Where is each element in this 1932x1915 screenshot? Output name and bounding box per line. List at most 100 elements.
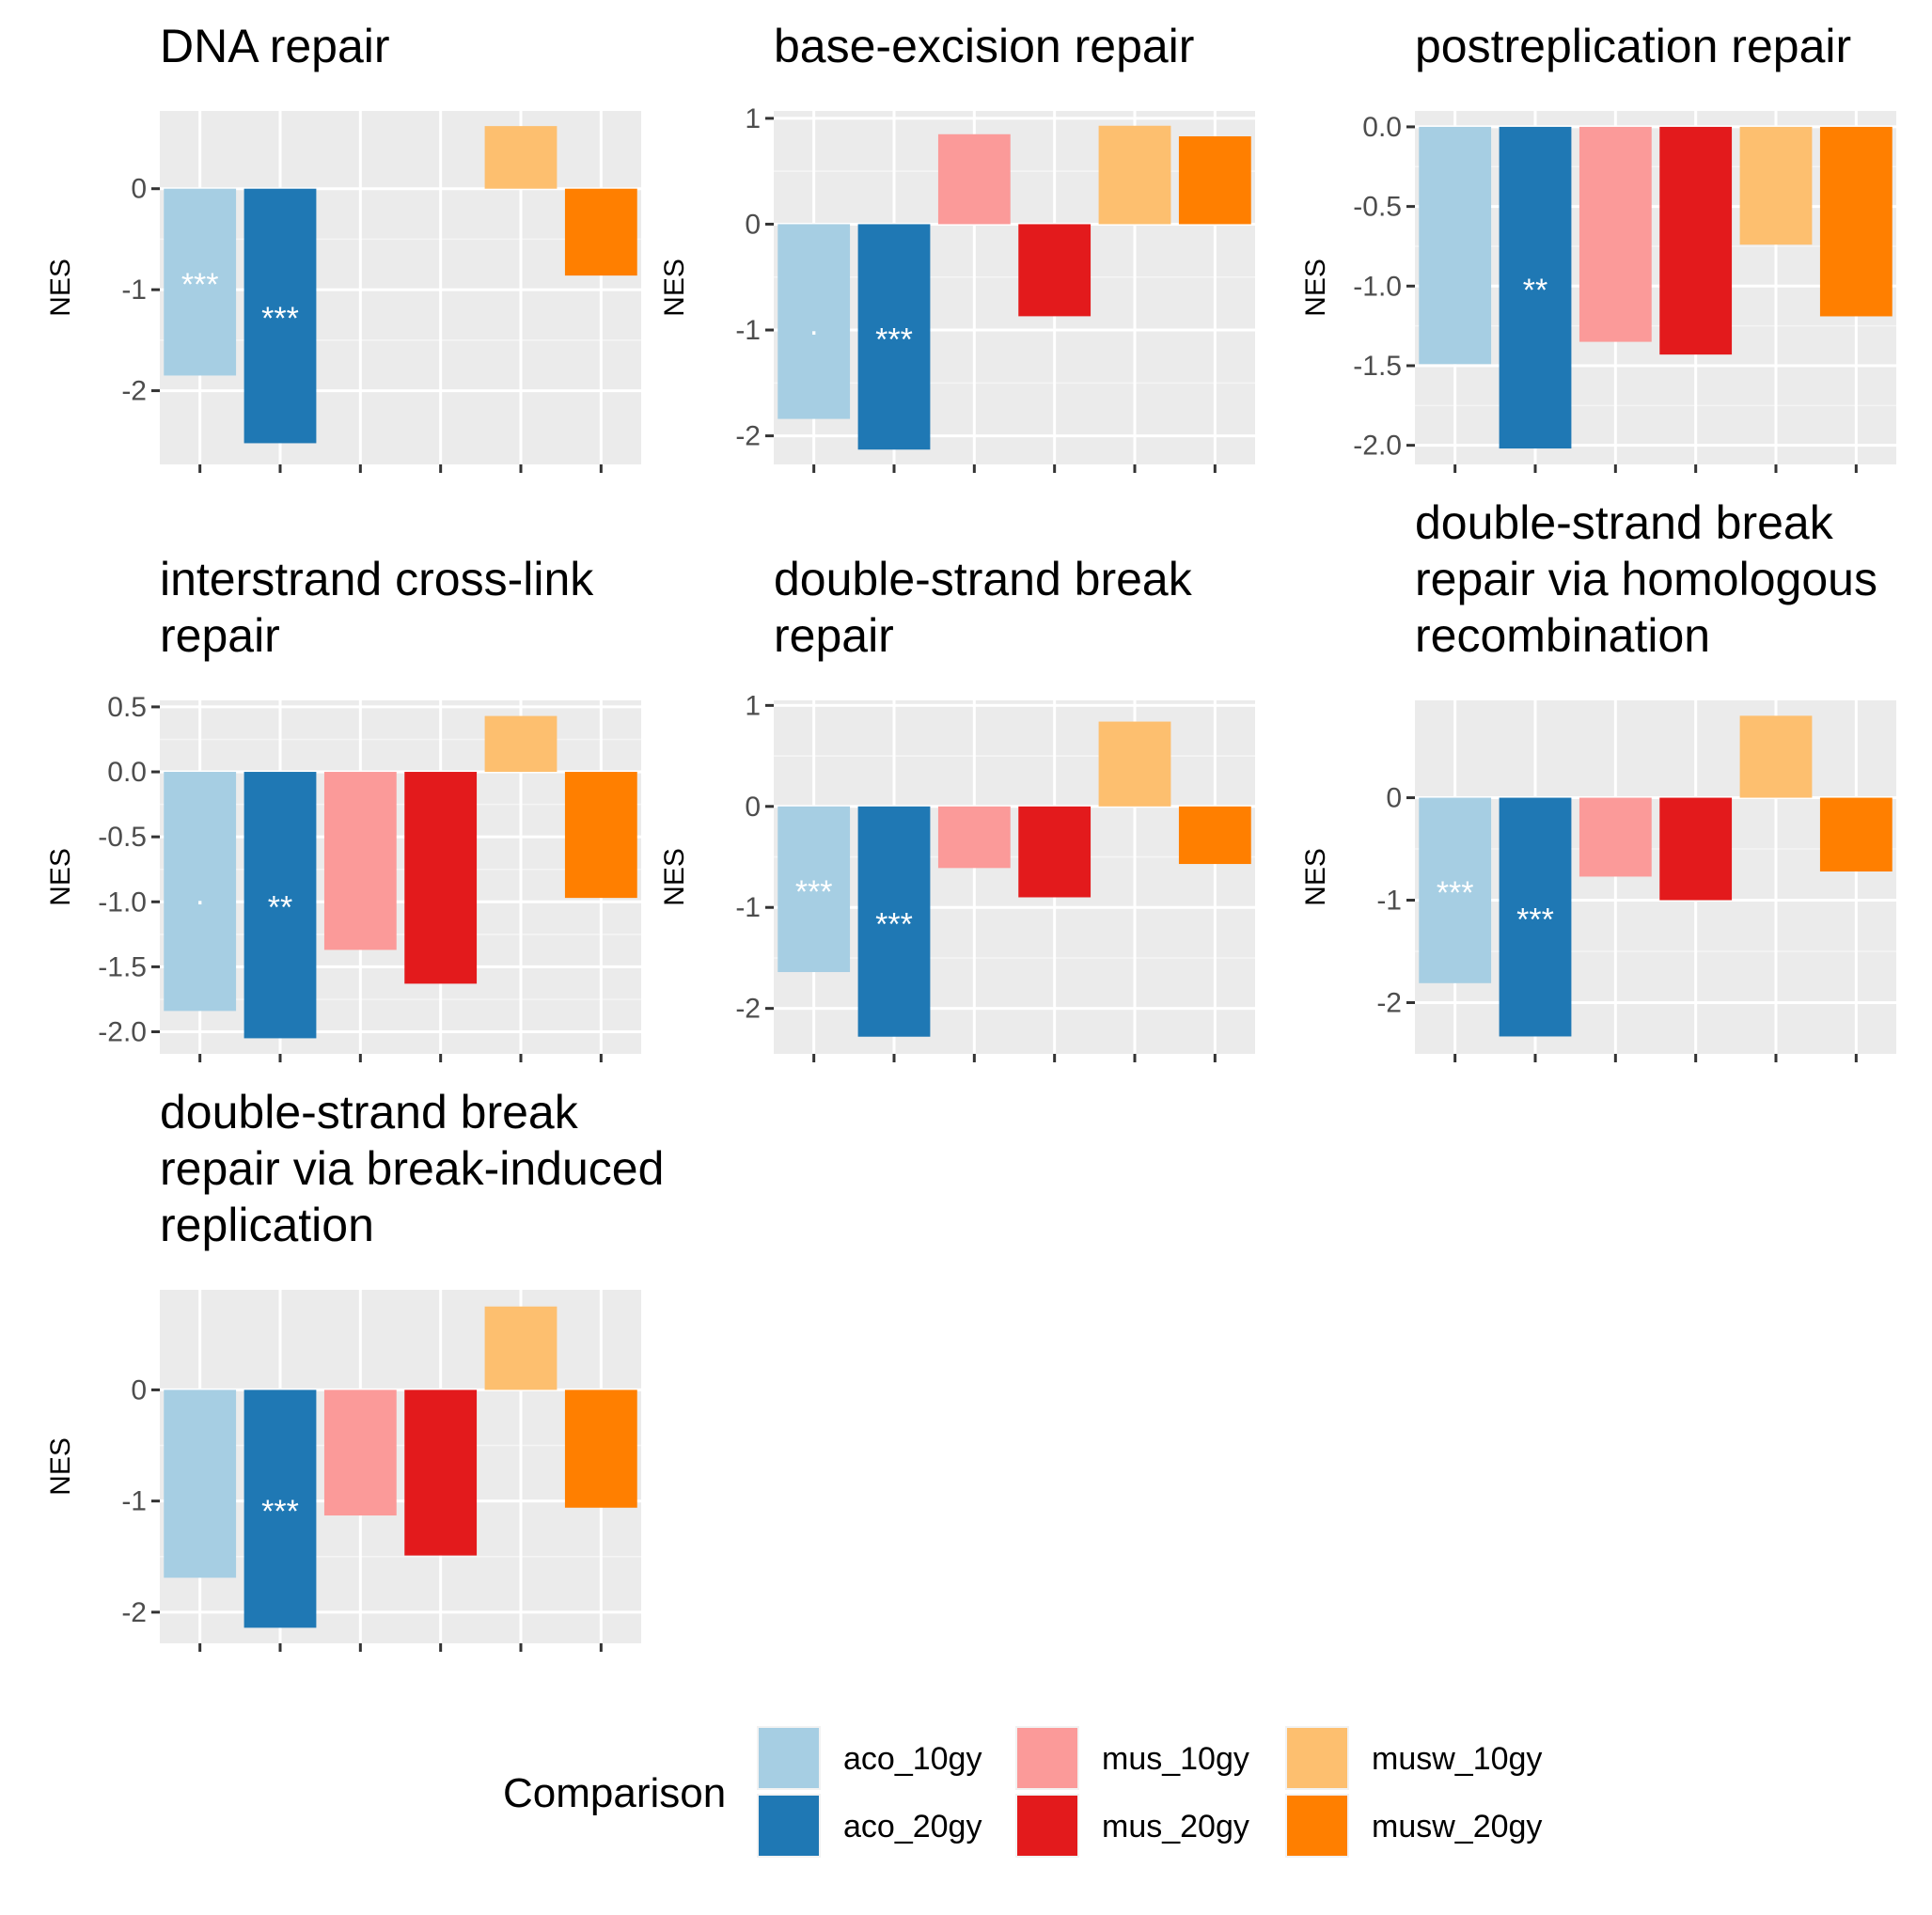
y-tick-label: 0 bbox=[131, 1374, 147, 1405]
bar-musw_10gy bbox=[484, 715, 558, 773]
panel-title: double-strand break bbox=[774, 553, 1193, 605]
y-tick-label: -1 bbox=[121, 1486, 147, 1517]
y-tick-label: -2 bbox=[121, 376, 147, 407]
y-tick-label: 0.0 bbox=[107, 757, 147, 788]
bar-mus_20gy bbox=[404, 1389, 478, 1556]
bar-aco_10gy bbox=[778, 224, 851, 419]
bar-musw_20gy bbox=[1178, 806, 1251, 865]
bar-aco_20gy bbox=[243, 1389, 317, 1628]
y-tick-label: -2 bbox=[1376, 988, 1402, 1019]
bar-aco_20gy bbox=[857, 806, 931, 1037]
y-tick-label: 0 bbox=[1386, 783, 1402, 814]
y-tick-label: 1 bbox=[745, 690, 761, 721]
panel-title: repair bbox=[160, 609, 280, 662]
y-tick-label: -1.0 bbox=[98, 887, 147, 918]
significance-label: *** bbox=[795, 874, 833, 910]
panel-background bbox=[160, 1290, 641, 1643]
bar-musw_20gy bbox=[564, 188, 637, 276]
panel-title: DNA repair bbox=[160, 20, 390, 72]
bar-musw_20gy bbox=[1178, 136, 1251, 225]
legend-key-musw_20gy bbox=[1287, 1796, 1347, 1856]
panel-title: postreplication repair bbox=[1415, 20, 1851, 72]
y-tick-label: 0 bbox=[745, 792, 761, 823]
bar-musw_20gy bbox=[564, 1389, 637, 1508]
y-tick-label: -1 bbox=[121, 275, 147, 306]
legend-label: mus_10gy bbox=[1102, 1741, 1249, 1777]
panel-background bbox=[1415, 700, 1896, 1054]
bar-musw_20gy bbox=[1819, 126, 1893, 317]
significance-label: ** bbox=[1523, 273, 1547, 308]
panel-title: interstrand cross-link bbox=[160, 553, 594, 605]
y-axis-title: NES bbox=[45, 1437, 76, 1496]
bar-mus_10gy bbox=[937, 133, 1011, 225]
y-tick-label: -1.5 bbox=[98, 951, 147, 982]
bar-aco_20gy bbox=[1499, 126, 1572, 449]
y-tick-label: -2.0 bbox=[1353, 431, 1402, 462]
legend-key-mus_20gy bbox=[1017, 1796, 1077, 1856]
bar-mus_10gy bbox=[1579, 126, 1652, 342]
significance-label: ** bbox=[268, 890, 292, 926]
legend-label: musw_10gy bbox=[1372, 1741, 1542, 1777]
significance-label: *** bbox=[261, 1494, 299, 1530]
significance-label: *** bbox=[181, 267, 219, 303]
y-tick-label: 0 bbox=[745, 209, 761, 240]
bar-musw_10gy bbox=[1098, 721, 1171, 807]
y-tick-label: 0.5 bbox=[107, 692, 147, 723]
y-axis-title: NES bbox=[659, 259, 690, 317]
legend-label: aco_20gy bbox=[843, 1809, 982, 1844]
bar-mus_10gy bbox=[937, 806, 1011, 869]
panel-background bbox=[160, 700, 641, 1054]
legend-key-mus_10gy bbox=[1017, 1728, 1077, 1788]
bar-musw_10gy bbox=[484, 1306, 558, 1390]
panel-title: repair via homologous bbox=[1415, 553, 1877, 605]
bar-musw_20gy bbox=[1819, 797, 1893, 872]
bar-mus_20gy bbox=[404, 772, 478, 984]
y-tick-label: -2.0 bbox=[98, 1017, 147, 1048]
y-tick-label: -0.5 bbox=[98, 822, 147, 853]
panel-title: replication bbox=[160, 1199, 374, 1251]
bar-musw_10gy bbox=[1739, 715, 1813, 798]
bar-musw_10gy bbox=[484, 126, 558, 189]
panel-background bbox=[160, 111, 641, 464]
bar-aco_10gy bbox=[164, 1389, 237, 1578]
bar-aco_10gy bbox=[164, 188, 237, 376]
y-axis-title: NES bbox=[1300, 848, 1331, 906]
y-axis-title: NES bbox=[45, 259, 76, 317]
significance-label: *** bbox=[875, 906, 913, 942]
panel-title: recombination bbox=[1415, 609, 1710, 662]
bar-mus_20gy bbox=[1659, 797, 1733, 901]
bar-mus_10gy bbox=[1579, 797, 1652, 877]
legend-title: Comparison bbox=[503, 1770, 726, 1816]
y-tick-label: -1 bbox=[735, 892, 761, 923]
bar-aco_20gy bbox=[1499, 797, 1572, 1037]
panel-background bbox=[774, 700, 1255, 1054]
bar-musw_20gy bbox=[564, 772, 637, 899]
y-tick-label: -1.5 bbox=[1353, 351, 1402, 382]
significance-label: *** bbox=[875, 322, 913, 357]
panel-title: double-strand break bbox=[1415, 496, 1834, 549]
facet-panel: postreplication repair 0.0 -0.5 -1.0 -1.5 -2.… bbox=[1300, 20, 1896, 473]
y-tick-label: -2 bbox=[121, 1597, 147, 1628]
facet-panel: base-excision repair 1 0 -1 -2. *** NES bbox=[659, 20, 1255, 473]
y-tick-label: 0.0 bbox=[1362, 112, 1402, 143]
significance-label: . bbox=[809, 306, 818, 342]
significance-label: . bbox=[196, 876, 204, 912]
y-tick-label: -1.0 bbox=[1353, 271, 1402, 302]
legend-key-aco_20gy bbox=[759, 1796, 819, 1856]
bar-aco_20gy bbox=[243, 772, 317, 1039]
bar-mus_10gy bbox=[323, 772, 397, 950]
panel-background bbox=[774, 111, 1255, 464]
y-axis-title: NES bbox=[1300, 259, 1331, 317]
panel-title: double-strand break bbox=[160, 1086, 579, 1138]
legend-label: musw_20gy bbox=[1372, 1809, 1542, 1844]
panel-title: base-excision repair bbox=[774, 20, 1194, 72]
legend-label: mus_20gy bbox=[1102, 1809, 1249, 1844]
bar-mus_20gy bbox=[1018, 806, 1092, 898]
legend: Comparison aco_10gy aco_20gy mus_10gy mus_20… bbox=[503, 1726, 1542, 1858]
bar-mus_20gy bbox=[1018, 224, 1092, 317]
